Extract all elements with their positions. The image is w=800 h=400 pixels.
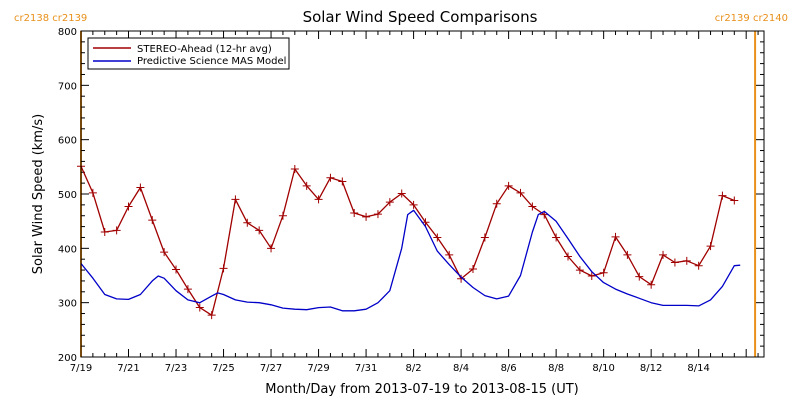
data-point-stereo bbox=[611, 232, 620, 241]
data-point-stereo bbox=[397, 189, 406, 198]
x-tick-label: 8/12 bbox=[640, 363, 662, 374]
data-point-stereo bbox=[219, 264, 228, 273]
data-point-stereo bbox=[362, 212, 371, 221]
y-tick-label: 700 bbox=[58, 81, 77, 92]
x-tick-label: 8/10 bbox=[592, 363, 614, 374]
data-point-stereo bbox=[647, 280, 656, 289]
x-tick-label: 7/29 bbox=[307, 363, 329, 374]
x-tick-label: 8/14 bbox=[687, 363, 709, 374]
data-point-stereo bbox=[112, 226, 121, 235]
data-point-stereo bbox=[148, 216, 157, 225]
data-point-stereo bbox=[564, 252, 573, 261]
data-point-stereo bbox=[480, 233, 489, 242]
data-point-stereo bbox=[373, 210, 382, 219]
x-tick-label: 7/27 bbox=[260, 363, 282, 374]
data-point-stereo bbox=[635, 272, 644, 281]
data-point-stereo bbox=[100, 228, 109, 237]
x-axis-label: Month/Day from 2013-07-19 to 2013-08-15 … bbox=[265, 382, 578, 397]
data-point-stereo bbox=[172, 265, 181, 274]
data-point-stereo bbox=[267, 244, 276, 253]
y-tick-label: 800 bbox=[58, 27, 77, 38]
data-point-stereo bbox=[659, 250, 668, 259]
series-line-stereo bbox=[80, 166, 735, 316]
data-point-stereo bbox=[243, 218, 252, 227]
y-tick-label: 300 bbox=[58, 299, 77, 310]
data-point-stereo bbox=[302, 181, 311, 190]
y-tick-label: 200 bbox=[58, 353, 77, 364]
data-point-stereo bbox=[409, 200, 418, 209]
data-point-stereo bbox=[278, 211, 287, 220]
chart-title: Solar Wind Speed Comparisons bbox=[303, 8, 538, 26]
data-point-stereo bbox=[385, 198, 394, 207]
data-point-stereo bbox=[350, 209, 359, 218]
data-point-stereo bbox=[445, 250, 454, 259]
data-point-stereo bbox=[528, 202, 537, 211]
series-line-model bbox=[80, 209, 741, 312]
y-tick-label: 600 bbox=[58, 136, 77, 147]
data-point-stereo bbox=[516, 188, 525, 197]
data-point-stereo bbox=[338, 177, 347, 186]
data-point-stereo bbox=[706, 242, 715, 251]
legend-entry-stereo: STEREO-Ahead (12-hr avg) bbox=[137, 44, 272, 55]
x-tick-label: 8/2 bbox=[406, 363, 422, 374]
y-tick-label: 500 bbox=[58, 190, 77, 201]
data-point-stereo bbox=[718, 191, 727, 200]
data-point-stereo bbox=[730, 196, 739, 205]
y-axis-label: Solar Wind Speed (km/s) bbox=[31, 114, 46, 274]
data-point-stereo bbox=[255, 226, 264, 235]
x-tick-label: 8/6 bbox=[501, 363, 517, 374]
y-tick-label: 400 bbox=[58, 244, 77, 255]
data-point-stereo bbox=[492, 199, 501, 208]
x-tick-label: 7/25 bbox=[212, 363, 234, 374]
data-point-stereo bbox=[88, 188, 97, 197]
data-point-stereo bbox=[599, 268, 608, 277]
plot-area: 200 300 400 500 600 700 800 7/19 7/21 7/23 7/25 7/2… bbox=[58, 27, 764, 374]
carrington-label-left: cr2138 cr2139 bbox=[14, 13, 87, 24]
data-point-stereo bbox=[183, 285, 192, 294]
data-point-stereo bbox=[290, 165, 299, 174]
data-point-stereo bbox=[682, 256, 691, 265]
x-tick-label: 7/23 bbox=[165, 363, 187, 374]
data-point-stereo bbox=[552, 233, 561, 242]
data-point-stereo bbox=[207, 311, 216, 320]
data-point-stereo bbox=[136, 183, 145, 192]
x-tick-label: 7/21 bbox=[117, 363, 139, 374]
data-point-stereo bbox=[623, 250, 632, 259]
data-point-stereo bbox=[575, 266, 584, 275]
x-tick-label: 7/31 bbox=[355, 363, 377, 374]
legend-box bbox=[87, 37, 290, 70]
data-point-stereo bbox=[124, 202, 133, 211]
plot-frame bbox=[80, 30, 765, 358]
data-point-stereo bbox=[195, 303, 204, 312]
data-point-stereo bbox=[326, 173, 335, 182]
x-tick-label: 8/8 bbox=[548, 363, 564, 374]
data-point-stereo bbox=[468, 264, 477, 273]
data-point-stereo bbox=[160, 248, 169, 257]
data-point-stereo bbox=[587, 272, 596, 281]
data-point-stereo bbox=[433, 233, 442, 242]
data-point-stereo bbox=[670, 258, 679, 267]
x-tick-label: 7/19 bbox=[70, 363, 92, 374]
data-point-stereo bbox=[694, 261, 703, 270]
legend: STEREO-Ahead (12-hr avg) Predictive Scie… bbox=[87, 37, 290, 70]
x-tick-label: 8/4 bbox=[453, 363, 469, 374]
data-point-stereo bbox=[314, 195, 323, 204]
data-point-stereo bbox=[504, 181, 513, 190]
data-point-stereo bbox=[231, 195, 240, 204]
carrington-label-right: cr2139 cr2140 bbox=[715, 13, 788, 24]
legend-entry-model: Predictive Science MAS Model bbox=[137, 56, 286, 67]
